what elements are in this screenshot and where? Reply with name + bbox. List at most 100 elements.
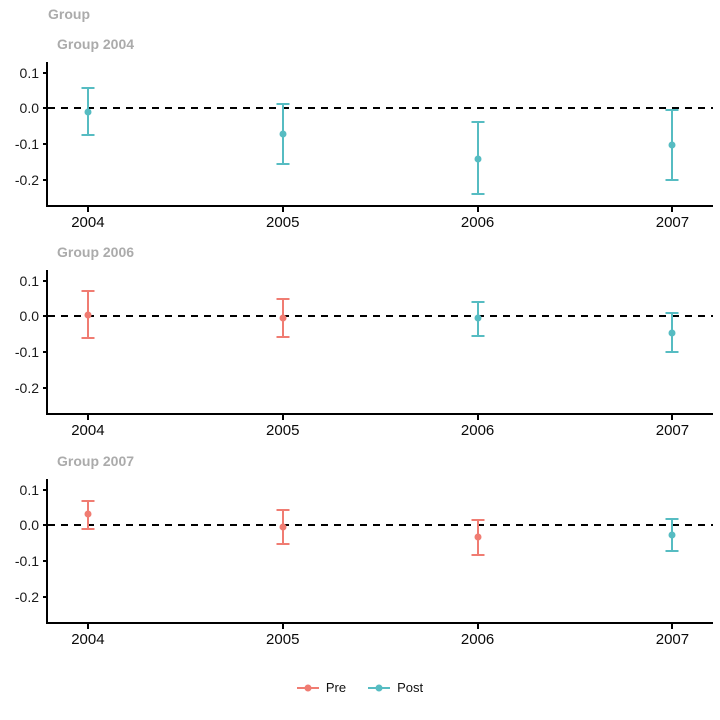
facet-title: Group 2006 xyxy=(57,244,135,260)
y-axis-tick xyxy=(43,178,48,181)
y-axis-tick xyxy=(43,524,48,527)
x-axis-tick-label: 2007 xyxy=(655,214,690,231)
point-estimate-post-2006 xyxy=(474,155,482,163)
errorbar-cap-upper xyxy=(81,87,95,90)
errorbar-cap-lower xyxy=(471,335,485,338)
x-axis-tick xyxy=(476,415,479,420)
point-estimate-pre-2006 xyxy=(474,533,482,541)
y-axis-tick-label: 0.1 xyxy=(19,481,39,498)
point-estimate-post-2006 xyxy=(474,314,482,322)
x-axis-tick xyxy=(671,415,674,420)
zero-reference-line xyxy=(48,315,713,318)
x-axis-tick xyxy=(281,415,284,420)
errorbar-cap-upper xyxy=(276,509,290,512)
pre-pointrange-key-icon xyxy=(296,681,319,695)
zero-reference-line xyxy=(48,524,713,527)
x-axis-tick-label: 2005 xyxy=(266,214,300,231)
post-key-dot xyxy=(375,684,383,691)
errorbar-cap-lower xyxy=(276,542,290,545)
y-axis-tick-label: 0.0 xyxy=(19,100,39,117)
errorbar-cap-upper xyxy=(276,297,290,300)
errorbar-cap-lower xyxy=(276,336,290,339)
errorbar-cap-lower xyxy=(665,550,679,553)
y-axis-tick-label: -0.2 xyxy=(14,379,39,396)
point-estimate-post-2007 xyxy=(668,531,676,539)
point-estimate-post-2005 xyxy=(279,130,287,137)
x-axis-tick xyxy=(476,207,479,212)
errorbar-cap-lower xyxy=(471,553,485,556)
legend-item-post: Post xyxy=(368,680,423,695)
errorbar-cap-lower xyxy=(81,336,95,339)
errorbar-cap-upper xyxy=(81,289,95,292)
legend-label-post: Post xyxy=(397,680,424,695)
x-axis-tick-label: 2004 xyxy=(71,214,105,231)
x-axis-tick xyxy=(281,207,284,212)
x-axis-tick-label: 2004 xyxy=(71,631,105,648)
point-estimate-post-2007 xyxy=(668,329,676,337)
y-axis-tick xyxy=(43,279,48,282)
x-axis-tick-label: 2006 xyxy=(460,631,495,648)
y-axis-tick xyxy=(43,315,48,318)
errorbar-cap-upper xyxy=(665,109,679,112)
y-axis-tick xyxy=(43,560,48,563)
x-axis-tick xyxy=(281,624,284,629)
errorbar-cap-lower xyxy=(276,162,290,165)
x-axis-tick-label: 2006 xyxy=(460,422,495,439)
errorbar-cap-upper xyxy=(276,102,290,105)
errorbar-cap-lower xyxy=(81,528,95,531)
x-axis-tick xyxy=(86,624,89,629)
y-axis-tick-label: -0.1 xyxy=(14,136,39,153)
plot-title: Group xyxy=(48,6,90,22)
facet-panel: 0.1 0.0 -0.1 -0.2 2004 2005 2006 2007 xyxy=(15,270,713,439)
x-axis-tick xyxy=(86,207,89,212)
point-estimate-pre-2004 xyxy=(84,510,92,518)
x-axis-tick-label: 2006 xyxy=(460,214,495,231)
y-axis-tick xyxy=(43,595,48,598)
x-axis-tick xyxy=(671,207,674,212)
errorbar-cap-upper xyxy=(665,518,679,521)
point-estimate-pre-2005 xyxy=(279,523,287,531)
y-axis-tick-label: -0.1 xyxy=(14,553,39,570)
point-estimate-pre-2004 xyxy=(84,311,92,319)
facet-title: Group 2004 xyxy=(57,36,135,52)
x-axis-tick-label: 2004 xyxy=(71,422,105,439)
y-axis-tick xyxy=(43,107,48,110)
legend: Pre Post xyxy=(0,680,720,695)
x-axis-tick-label: 2007 xyxy=(655,631,690,648)
y-axis-tick xyxy=(43,386,48,389)
facet-panel: 0.1 0.0 -0.1 -0.2 2004 2005 2006 2007 xyxy=(15,62,713,231)
y-axis-tick-label: 0.0 xyxy=(19,308,39,325)
x-axis-tick-label: 2007 xyxy=(655,422,690,439)
errorbar-cap-lower xyxy=(471,193,485,196)
errorbar-cap-upper xyxy=(471,518,485,521)
errorbar-cap-upper xyxy=(471,121,485,124)
point-estimate-post-2007 xyxy=(668,141,676,149)
y-axis-tick-label: -0.2 xyxy=(14,171,39,188)
y-axis-tick xyxy=(43,488,48,491)
y-axis-tick-label: 0.1 xyxy=(19,64,39,81)
facet-panel: 0.1 0.0 -0.1 -0.2 2004 2005 2006 2007 xyxy=(15,479,713,648)
legend-item-pre: Pre xyxy=(296,680,347,695)
errorbar-cap-upper xyxy=(81,499,95,502)
legend-label-pre: Pre xyxy=(325,680,347,695)
post-pointrange-key-icon xyxy=(368,681,391,695)
errorbar-cap-lower xyxy=(665,350,679,353)
errorbar-cap-lower xyxy=(81,133,95,136)
point-estimate-post-2004 xyxy=(84,108,92,116)
y-axis-tick-label: 0.1 xyxy=(19,272,39,289)
errorbar-cap-upper xyxy=(471,300,485,303)
y-axis-tick-label: -0.1 xyxy=(14,344,39,361)
x-axis-tick-label: 2005 xyxy=(266,631,300,648)
y-axis-tick-label: -0.2 xyxy=(14,588,39,605)
point-estimate-pre-2005 xyxy=(279,314,287,322)
y-axis-tick xyxy=(43,143,48,146)
x-axis-tick xyxy=(671,624,674,629)
x-axis-tick xyxy=(86,415,89,420)
y-axis-tick-label: 0.0 xyxy=(19,517,39,534)
y-axis-tick xyxy=(43,351,48,354)
errorbar-cap-lower xyxy=(665,178,679,181)
x-axis-tick-label: 2005 xyxy=(266,422,300,439)
errorbar-cap-upper xyxy=(665,311,679,314)
x-axis-tick xyxy=(476,624,479,629)
